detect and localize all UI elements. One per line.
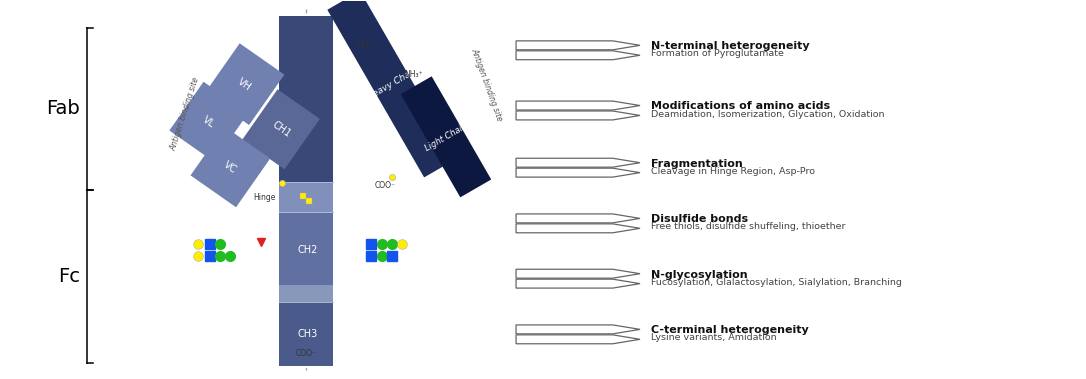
Text: CH2: CH2 [298,245,318,255]
Text: CH1: CH1 [270,119,292,139]
Polygon shape [516,158,640,167]
Text: Fragmentation: Fragmentation [651,159,743,169]
Text: Lysine variants, Amidation: Lysine variants, Amidation [651,334,776,342]
Polygon shape [516,51,640,60]
Polygon shape [516,224,640,233]
Text: COO⁻: COO⁻ [295,349,316,359]
Bar [279,16,332,287]
Text: Cleavage in Hinge Region, Asp-Pro: Cleavage in Hinge Region, Asp-Pro [651,167,814,176]
Text: NH₃⁺: NH₃⁺ [404,70,424,79]
Bar [279,285,332,302]
Text: C-terminal heterogeneity: C-terminal heterogeneity [651,325,809,335]
Polygon shape [327,0,457,177]
Text: Antigen binding site: Antigen binding site [169,76,201,152]
Polygon shape [516,101,640,110]
Text: Disulfide bonds: Disulfide bonds [651,215,748,224]
Text: Modifications of amino acids: Modifications of amino acids [651,102,830,111]
Bar [279,212,332,287]
Polygon shape [516,168,640,177]
Text: NH₃⁺: NH₃⁺ [357,40,376,49]
Text: Fab: Fab [47,99,80,118]
Polygon shape [516,335,640,344]
Polygon shape [190,127,270,207]
Text: VH: VH [236,76,253,92]
Text: COO⁻: COO⁻ [375,181,395,190]
Text: VL: VL [201,114,216,129]
Text: Hinge: Hinge [253,193,276,202]
Polygon shape [169,82,249,162]
Bar [279,302,332,366]
Polygon shape [204,43,285,125]
Text: VC: VC [222,159,239,175]
Text: N-terminal heterogeneity: N-terminal heterogeneity [651,41,809,51]
Text: Fc: Fc [58,266,80,285]
Polygon shape [516,279,640,288]
Text: Formation of Pyroglutamate: Formation of Pyroglutamate [651,49,784,58]
Polygon shape [516,325,640,334]
Text: Fucosylation, Glalactosylation, Sialylation, Branching: Fucosylation, Glalactosylation, Sialylat… [651,278,901,287]
Polygon shape [516,269,640,278]
Text: N-glycosylation: N-glycosylation [651,269,747,280]
Polygon shape [401,76,491,197]
Text: Light Chain: Light Chain [424,121,469,153]
Text: Free thiols, disulfide shuffeling, thioether: Free thiols, disulfide shuffeling, thioe… [651,222,845,231]
Text: Deamidation, Isomerization, Glycation, Oxidation: Deamidation, Isomerization, Glycation, O… [651,110,884,119]
Text: Heavy Chain: Heavy Chain [365,66,419,102]
Polygon shape [516,41,640,50]
Text: Antigen binding site: Antigen binding site [469,47,504,122]
Polygon shape [242,89,320,169]
Polygon shape [516,111,640,120]
Polygon shape [516,214,640,223]
Text: CH3: CH3 [298,329,318,339]
Bar [279,182,332,212]
